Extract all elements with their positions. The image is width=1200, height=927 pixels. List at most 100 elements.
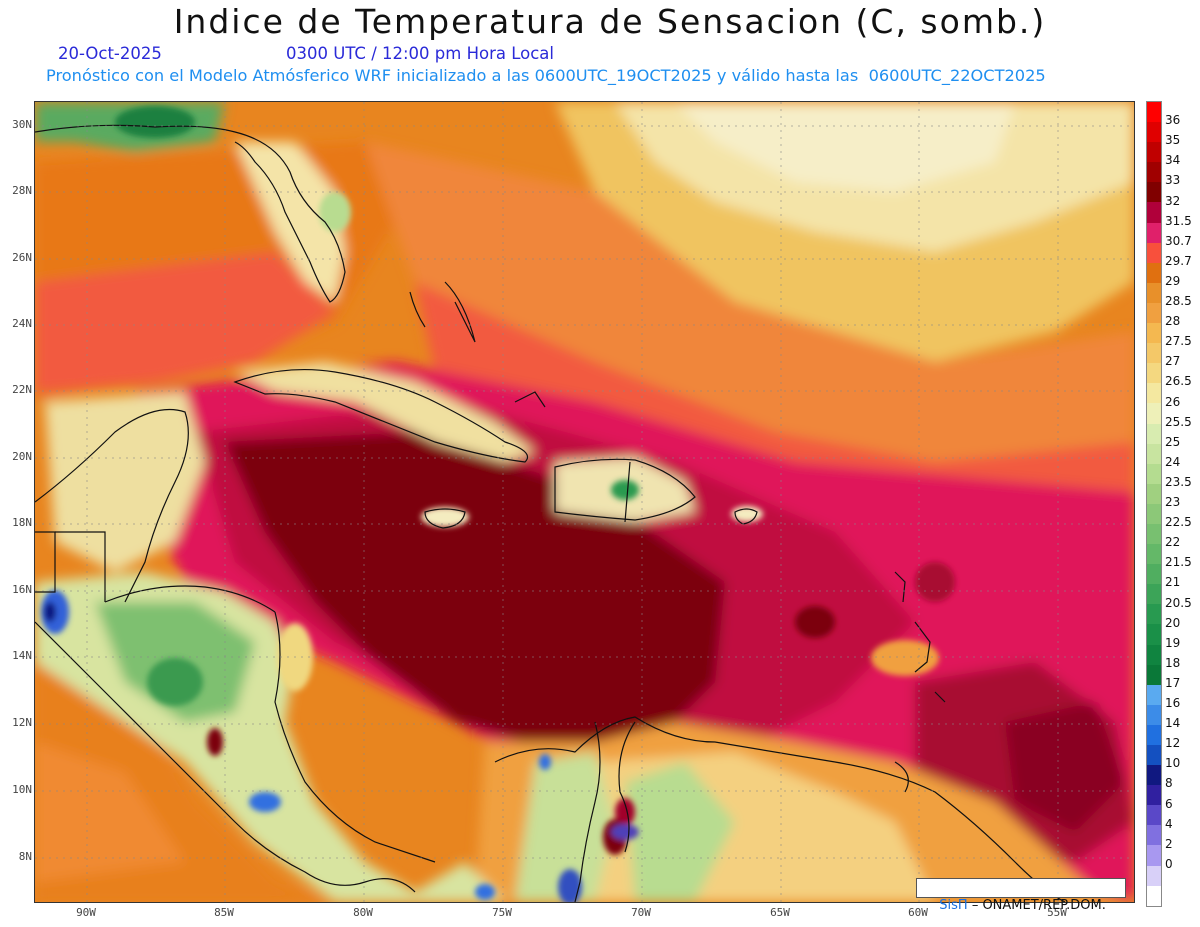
lat-label-28n: 28N xyxy=(12,184,32,197)
colorbar-swatch xyxy=(1147,363,1161,384)
colorbar-level-label: 18 xyxy=(1165,655,1181,670)
colorbar xyxy=(1146,101,1162,907)
colorbar-level-label: 2 xyxy=(1165,836,1173,851)
colorbar-level-label: 19 xyxy=(1165,635,1181,650)
colorbar-swatch xyxy=(1147,745,1161,766)
colorbar-level-label: 4 xyxy=(1165,816,1173,831)
colorbar-swatch xyxy=(1147,765,1161,786)
colorbar-level-label: 24 xyxy=(1165,454,1181,469)
colorbar-swatch xyxy=(1147,182,1161,203)
colorbar-swatch xyxy=(1147,644,1161,665)
colorbar-swatch xyxy=(1147,825,1161,846)
colorbar-level-label: 23 xyxy=(1165,495,1181,509)
colorbar-level-label: 14 xyxy=(1165,716,1181,731)
colorbar-swatch xyxy=(1147,302,1161,324)
colorbar-level-label: 10 xyxy=(1165,756,1181,771)
colorbar-level-label: 26.5 xyxy=(1165,374,1192,389)
colorbar-level-label: 21 xyxy=(1165,575,1181,590)
colorbar-swatch xyxy=(1147,624,1161,645)
colorbar-swatch xyxy=(1147,785,1161,806)
colorbar-swatch xyxy=(1147,463,1161,484)
colorbar-swatch xyxy=(1147,704,1161,725)
lon-label-60w: 60W xyxy=(908,906,928,919)
colorbar-level-label: 33 xyxy=(1165,173,1181,188)
lon-label-55w: 55W xyxy=(1037,906,1077,919)
colorbar-level-label: 6 xyxy=(1165,796,1173,811)
colorbar-level-label: 22.5 xyxy=(1165,515,1192,530)
colorbar-level-label: 28.5 xyxy=(1165,294,1192,308)
colorbar-level-label: 35 xyxy=(1165,133,1181,148)
credit-text: – ONAMET/REP.DOM. xyxy=(967,898,1106,913)
map-canvas xyxy=(35,102,1134,902)
colorbar-swatch xyxy=(1147,865,1161,886)
colorbar-swatch xyxy=(1147,423,1161,444)
colorbar-swatch xyxy=(1147,503,1161,524)
colorbar-level-label: 25.5 xyxy=(1165,414,1192,429)
credit-box: SisΠ – ONAMET/REP.DOM. xyxy=(916,878,1126,913)
colorbar-level-label: 32 xyxy=(1165,193,1181,208)
colorbar-level-label: 20 xyxy=(1165,615,1181,630)
colorbar-level-label: 36 xyxy=(1165,113,1181,128)
colorbar-level-label: 17 xyxy=(1165,675,1181,690)
colorbar-swatch xyxy=(1147,724,1161,745)
colorbar-swatch xyxy=(1147,323,1161,344)
heat-index-map xyxy=(34,101,1135,903)
lat-label-12n: 12N xyxy=(12,716,32,729)
colorbar-swatch xyxy=(1147,564,1161,585)
colorbar-swatch xyxy=(1147,262,1161,283)
colorbar-level-label: 25 xyxy=(1165,434,1181,449)
lat-label-10n: 10N xyxy=(12,783,32,796)
colorbar-swatch xyxy=(1147,343,1161,364)
coastlines xyxy=(35,124,1066,902)
colorbar-swatch xyxy=(1147,845,1161,866)
forecast-date: 20-Oct-2025 xyxy=(58,44,162,63)
lat-label-30n: 30N xyxy=(12,118,32,131)
model-description: Pronóstico con el Modelo Atmósferico WRF… xyxy=(46,66,1046,85)
lon-label-75w: 75W xyxy=(492,906,512,919)
lat-label-20n: 20N xyxy=(12,450,32,463)
colorbar-level-label: 22 xyxy=(1165,535,1181,550)
colorbar-swatch xyxy=(1147,102,1161,123)
colorbar-level-label: 16 xyxy=(1165,696,1181,710)
colorbar-swatch xyxy=(1147,584,1161,605)
colorbar-swatch xyxy=(1147,805,1161,826)
lon-label-85w: 85W xyxy=(214,906,234,919)
forecast-time: 0300 UTC / 12:00 pm Hora Local xyxy=(286,44,554,63)
colorbar-swatch xyxy=(1147,443,1161,464)
colorbar-swatch xyxy=(1147,684,1161,705)
colorbar-level-label: 27.5 xyxy=(1165,334,1192,349)
colorbar-swatch xyxy=(1147,383,1161,404)
colorbar-level-label: 8 xyxy=(1165,776,1173,791)
colorbar-swatch xyxy=(1147,403,1161,424)
colorbar-swatch xyxy=(1147,222,1161,243)
colorbar-level-label: 26 xyxy=(1165,394,1181,409)
colorbar-level-label: 20.5 xyxy=(1165,595,1192,610)
lat-label-16n: 16N xyxy=(12,583,32,596)
colorbar-swatch xyxy=(1147,122,1161,143)
lat-label-22n: 22N xyxy=(12,383,32,396)
colorbar-level-label: 31.5 xyxy=(1165,213,1192,228)
colorbar-level-label: 29.7 xyxy=(1165,253,1192,268)
colorbar-level-label: 29 xyxy=(1165,273,1181,288)
colorbar-swatch xyxy=(1147,202,1161,223)
lon-label-90w: 90W xyxy=(76,906,96,919)
lat-label-24n: 24N xyxy=(12,317,32,330)
colorbar-swatch xyxy=(1147,544,1161,565)
graticule xyxy=(35,102,1134,902)
colorbar-level-label: 0 xyxy=(1165,856,1173,871)
colorbar-swatch xyxy=(1147,282,1161,303)
field-layers xyxy=(35,102,1134,902)
colorbar-swatch xyxy=(1147,664,1161,685)
sispi-logo: SisΠ xyxy=(939,898,968,913)
lat-label-8n: 8N xyxy=(18,850,32,863)
colorbar-level-label: 27 xyxy=(1165,354,1181,369)
colorbar-level-label: 21.5 xyxy=(1165,555,1192,570)
lon-label-70w: 70W xyxy=(631,906,651,919)
lat-label-14n: 14N xyxy=(12,649,32,662)
colorbar-swatch xyxy=(1147,142,1161,163)
colorbar-swatch xyxy=(1147,523,1161,545)
colorbar-level-label: 30.7 xyxy=(1165,233,1192,248)
colorbar-level-label: 34 xyxy=(1165,153,1181,168)
lat-label-26n: 26N xyxy=(12,251,32,264)
colorbar-swatch xyxy=(1147,242,1161,263)
